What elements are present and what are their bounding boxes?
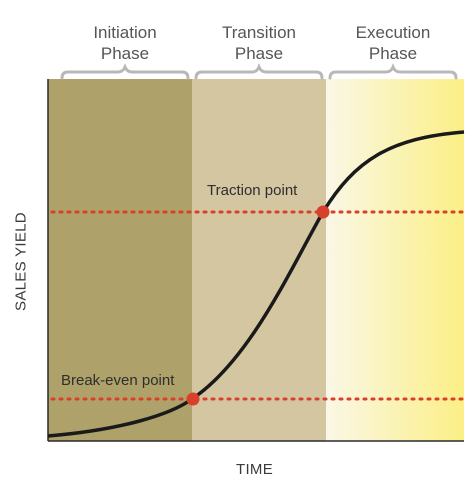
- break-even-point-marker: [186, 392, 200, 406]
- initiation-phase-brace: [60, 62, 190, 80]
- transition-phase-brace: [194, 62, 324, 80]
- initiation-phase-label: Initiation Phase: [93, 23, 157, 63]
- y-axis-label: SALES YIELD: [12, 212, 30, 311]
- execution-phase-label: Execution Phase: [355, 23, 431, 63]
- traction-point-marker: [316, 205, 330, 219]
- initiation-phase-band: [48, 79, 192, 441]
- traction-point-label: Traction point: [207, 182, 298, 199]
- sales-yield-s-curve: [47, 130, 465, 438]
- execution-phase-band: [326, 79, 464, 441]
- transition-phase-label: Transition Phase: [221, 23, 296, 63]
- transition-phase-band: [192, 79, 326, 441]
- x-axis-label: TIME: [236, 461, 274, 478]
- break-even-point-label: Break-even point: [61, 372, 175, 389]
- execution-phase-brace: [328, 62, 458, 80]
